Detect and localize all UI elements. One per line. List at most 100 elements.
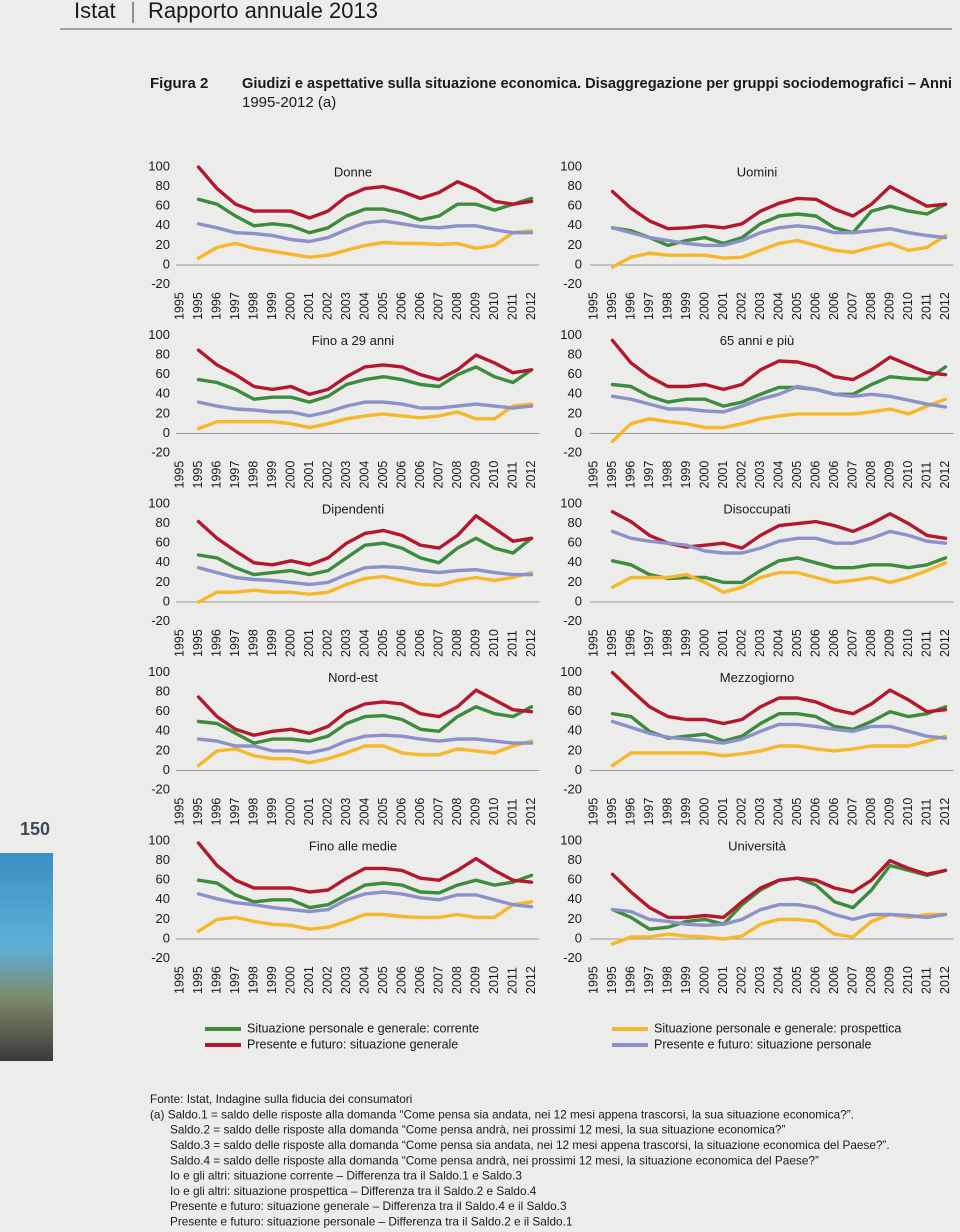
x-tick-label: 2008 <box>864 292 878 320</box>
x-tick-label: 2011 <box>919 293 933 320</box>
x-tick-label: 2002 <box>734 461 748 489</box>
note: Presente e futuro: situazione generale –… <box>170 1199 567 1213</box>
x-tick-label: 2006 <box>827 461 841 489</box>
x-tick-label: 2006 <box>394 798 408 826</box>
y-tick-label: 80 <box>156 515 170 530</box>
series-line <box>610 224 948 248</box>
x-tick-label: 2003 <box>753 966 767 994</box>
y-tick-label: -20 <box>151 613 170 628</box>
y-tick-label: 60 <box>156 535 170 550</box>
x-tick-label: 2011 <box>505 799 519 826</box>
y-tick-label: 60 <box>568 535 582 550</box>
x-tick-label: 2006 <box>808 966 822 994</box>
series-line <box>196 900 534 933</box>
y-tick-label: 40 <box>568 386 582 401</box>
x-tick-label: 2007 <box>845 292 859 320</box>
series-line <box>196 196 534 235</box>
series-line <box>610 365 948 408</box>
x-tick-label: 2000 <box>697 629 711 657</box>
chart: -20 0 20 40 60 80 100 1995 1995 1996 1997 1998 1999 2… <box>148 832 540 994</box>
x-tick-label: 2005 <box>790 798 804 826</box>
x-tick-label: 2000 <box>283 461 297 489</box>
x-tick-label: 2012 <box>938 966 952 994</box>
y-tick-label: 100 <box>148 495 170 510</box>
series-line <box>610 384 948 414</box>
series-line <box>196 219 534 244</box>
series-line <box>610 202 948 248</box>
x-tick-label: 1999 <box>679 461 693 489</box>
x-tick-label: 2005 <box>790 461 804 489</box>
x-tick-label: 2000 <box>697 461 711 489</box>
x-tick-label: 1995 <box>586 461 600 489</box>
series-line <box>196 400 534 418</box>
y-tick-label: 80 <box>568 684 582 699</box>
y-tick-label: 0 <box>575 762 582 777</box>
legend-label: Presente e futuro: situazione generale <box>247 1037 458 1051</box>
y-tick-label: 60 <box>156 703 170 718</box>
x-tick-label: 2008 <box>864 966 878 994</box>
x-tick-label: 1995 <box>191 798 205 826</box>
x-tick-label: 1995 <box>191 966 205 994</box>
y-tick-label: 0 <box>575 593 582 608</box>
x-tick-label: 2001 <box>302 292 316 320</box>
x-tick-label: 1999 <box>679 798 693 826</box>
x-tick-label: 2000 <box>697 798 711 826</box>
y-tick-label: -20 <box>151 445 170 460</box>
y-tick-label: 20 <box>156 574 170 589</box>
x-tick-label: 1996 <box>209 629 223 657</box>
x-tick-label: 2001 <box>716 798 730 826</box>
y-tick-label: -20 <box>563 445 582 460</box>
x-tick-label: 2012 <box>938 292 952 320</box>
x-tick-label: 1995 <box>191 292 205 320</box>
y-tick-label: 80 <box>568 515 582 530</box>
x-tick-label: 1997 <box>228 292 242 320</box>
x-tick-label: 1996 <box>623 292 637 320</box>
x-tick-label: 1996 <box>623 798 637 826</box>
x-tick-label: 2011 <box>919 799 933 826</box>
legend-label: Presente e futuro: situazione personale <box>654 1037 872 1051</box>
y-tick-label: 40 <box>156 217 170 232</box>
x-tick-label: 2009 <box>468 461 482 489</box>
series-line <box>610 233 948 269</box>
x-tick-label: 2007 <box>431 966 445 994</box>
x-tick-label: 1998 <box>660 966 674 994</box>
y-tick-label: 40 <box>568 891 582 906</box>
series-line <box>196 514 534 567</box>
x-tick-label: 2007 <box>431 629 445 657</box>
series-line <box>196 165 534 220</box>
y-tick-label: 60 <box>568 366 582 381</box>
y-tick-label: 100 <box>148 327 170 342</box>
x-tick-label: 2012 <box>524 292 538 320</box>
x-tick-label: 2004 <box>771 966 785 994</box>
x-tick-label: 2006 <box>808 798 822 826</box>
chart-title: Dipendenti <box>322 501 384 516</box>
x-tick-label: 2001 <box>302 461 316 489</box>
legend: Situazione personale e generale: corrent… <box>205 1021 901 1051</box>
x-tick-label: 2000 <box>697 292 711 320</box>
x-tick-label: 2001 <box>302 798 316 826</box>
chart-title: Uomini <box>737 164 778 179</box>
x-tick-label: 2004 <box>357 629 371 657</box>
x-tick-label: 2010 <box>901 629 915 657</box>
note: Presente e futuro: situazione personale … <box>170 1215 572 1229</box>
y-tick-label: 100 <box>560 327 582 342</box>
x-tick-label: 2008 <box>450 966 464 994</box>
x-tick-label: 2009 <box>882 292 896 320</box>
decoration <box>0 853 53 1061</box>
series-line <box>196 570 534 604</box>
x-tick-label: 1995 <box>172 292 186 320</box>
x-tick-label: 2008 <box>864 798 878 826</box>
y-tick-label: -20 <box>151 276 170 291</box>
x-tick-label: 2000 <box>697 966 711 994</box>
y-tick-label: 20 <box>568 574 582 589</box>
x-tick-label: 1995 <box>172 966 186 994</box>
x-tick-label: 2006 <box>394 461 408 489</box>
x-tick-label: 1998 <box>246 629 260 657</box>
y-tick-label: 80 <box>568 852 582 867</box>
x-tick-label: 2004 <box>771 629 785 657</box>
y-tick-label: 20 <box>156 911 170 926</box>
y-tick-label: 20 <box>568 405 582 420</box>
x-tick-label: 2005 <box>790 292 804 320</box>
